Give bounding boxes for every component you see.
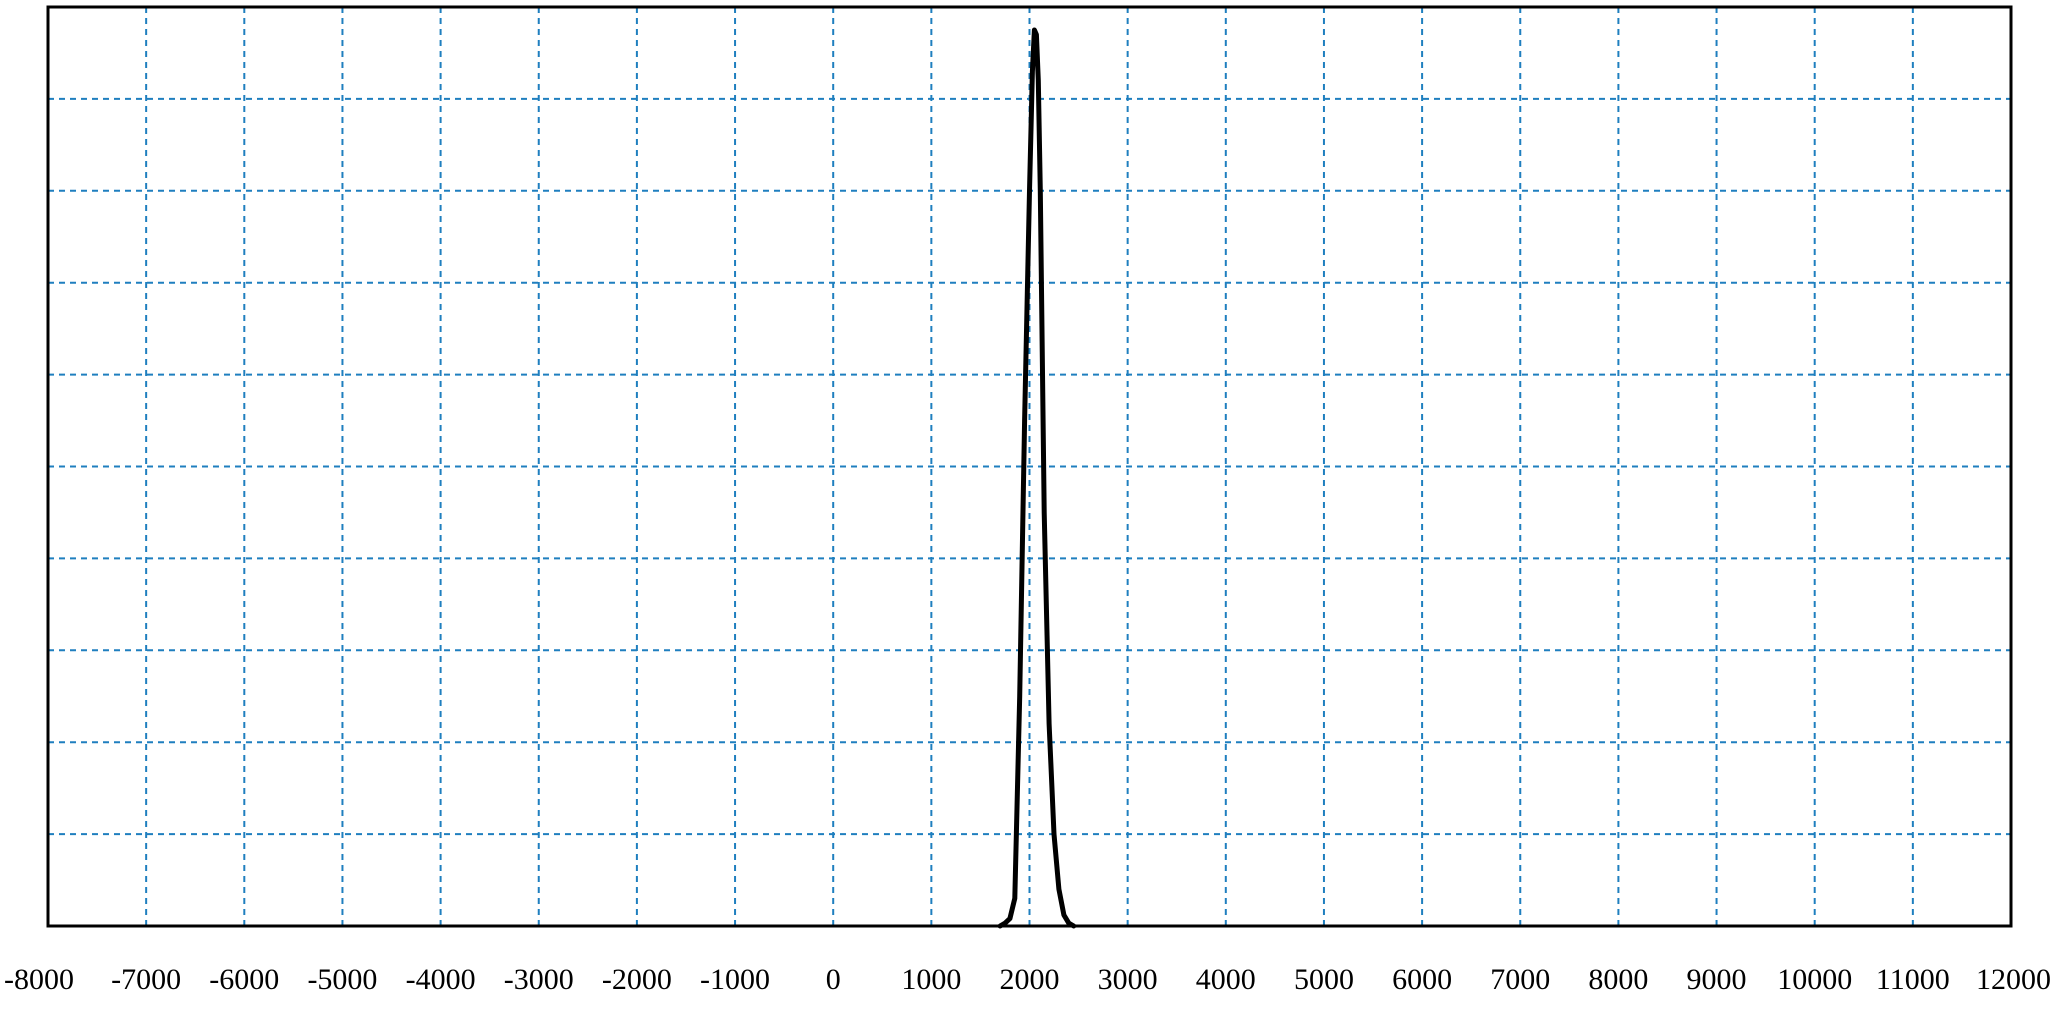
series-layer [997, 27, 1077, 929]
x-tick-label: 6000 [1392, 963, 1452, 996]
x-tick-label: 5000 [1294, 963, 1354, 996]
x-tick-label: -2000 [602, 963, 672, 996]
x-tick-label: 8000 [1588, 963, 1648, 996]
x-tick-label: 3000 [1098, 963, 1158, 996]
x-tick-label: 7000 [1490, 963, 1550, 996]
x-tick-label: 0 [826, 963, 841, 996]
x-tick-label: -6000 [209, 963, 279, 996]
x-tick-label: -8000 [4, 963, 74, 996]
x-axis: -8000 -7000 -6000 -5000 -4000 -3000 -2000 -1000… [4, 963, 2051, 996]
x-tick-label: 9000 [1687, 963, 1747, 996]
x-tick-label: -3000 [504, 963, 574, 996]
plot-frame [46, 5, 2013, 928]
x-tick-label: 1000 [901, 963, 961, 996]
x-tick-label: -4000 [406, 963, 476, 996]
x-tick-label: 12000 [1976, 963, 2051, 996]
x-tick-label: -1000 [700, 963, 770, 996]
x-tick-label: 2000 [1000, 963, 1060, 996]
x-tick-label: 10000 [1777, 963, 1852, 996]
x-tick-label: 11000 [1876, 963, 1950, 996]
x-tick-label: -7000 [111, 963, 181, 996]
x-tick-label: 4000 [1196, 963, 1256, 996]
x-tick-label: -5000 [307, 963, 377, 996]
series-line [997, 27, 1077, 929]
